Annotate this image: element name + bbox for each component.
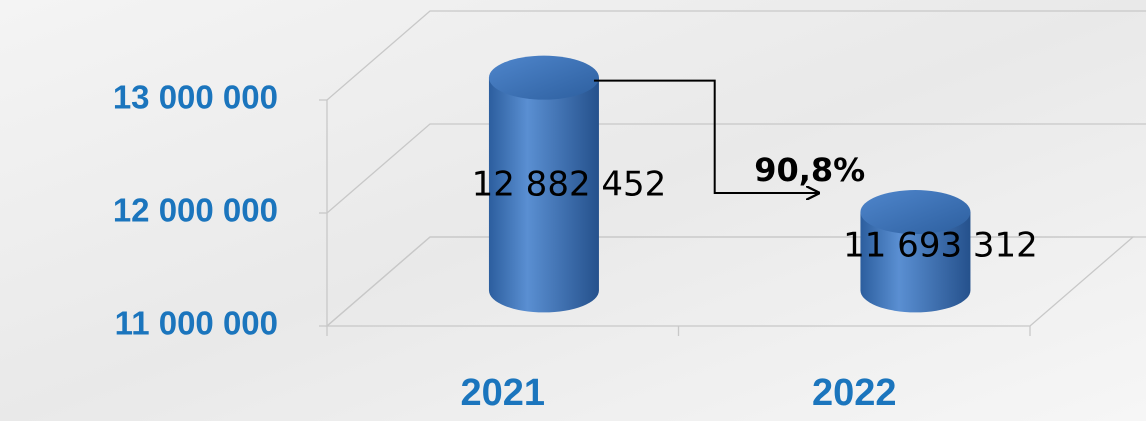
cylinder-top (488, 55, 599, 100)
y-tick-label: 12 000 000 (113, 192, 278, 229)
value-label: 11 693 312 (843, 226, 1038, 266)
x-tick-label: 2021 (460, 372, 545, 414)
y-tick-label: 11 000 000 (115, 305, 278, 342)
annotation: 90,8% (754, 151, 865, 189)
grid-line (326, 10, 1146, 101)
cylinder-body (860, 212, 971, 313)
cylinder-body (488, 77, 599, 313)
x-tick-label: 2022 (812, 372, 897, 414)
grid-line (326, 123, 1146, 214)
value-label: 12 882 452 (472, 165, 667, 205)
arrow (593, 79, 819, 193)
cylinder-top (860, 190, 971, 235)
y-tick-label: 13 000 000 (113, 79, 278, 116)
